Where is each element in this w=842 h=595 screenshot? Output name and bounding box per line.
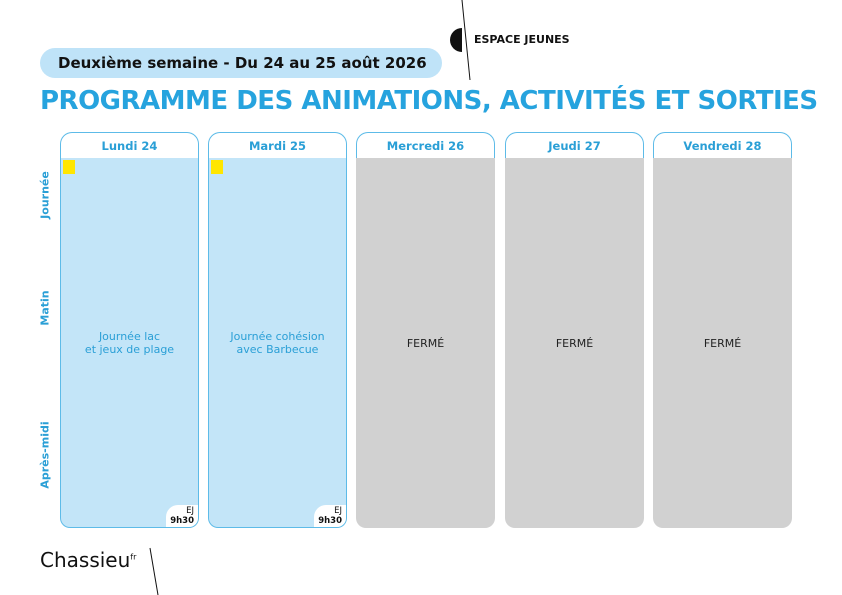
time: 9h30: [170, 516, 194, 526]
activity: Journée lac et jeux de plage: [85, 330, 174, 356]
row-label: Après-midi: [38, 421, 52, 489]
day-body: FERMÉ: [356, 158, 495, 528]
day-column: Lundi 24 Journée lac et jeux de plage EJ 9h3…: [60, 132, 199, 528]
brand: ESPACE JEUNES: [474, 33, 570, 46]
status: FERMÉ: [703, 336, 742, 350]
title: PROGRAMME DES ANIMATIONS, ACTIVITÉS ET S…: [40, 86, 818, 116]
day-header: Mardi 25: [208, 132, 347, 158]
decor-line: [461, 0, 471, 81]
day-body: Journée cohésion avec Barbecue EJ 9h30: [208, 158, 347, 528]
day-header: Mercredi 26: [356, 132, 495, 158]
row-label: Journée: [38, 171, 52, 219]
day-column: Vendredi 28 FERMÉ: [653, 132, 792, 528]
logo-text: Chassieu: [40, 548, 131, 572]
day-body: FERMÉ: [505, 158, 644, 528]
location: EJ: [186, 506, 194, 516]
row-label: Matin: [38, 290, 52, 326]
day-column: Mardi 25 Journée cohésion avec Barbecue EJ 9…: [208, 132, 347, 528]
day-body: FERMÉ: [653, 158, 792, 528]
week-label: Deuxième semaine - Du 24 au 25 août 2026: [40, 48, 442, 78]
decor-dot: [450, 28, 462, 52]
location: EJ: [334, 506, 342, 516]
day-header: Vendredi 28: [653, 132, 792, 158]
logo-suffix: fr: [130, 552, 137, 562]
day-column: Mercredi 26 FERMÉ: [356, 132, 495, 528]
time: 9h30: [318, 516, 342, 526]
day-header: Lundi 24: [60, 132, 199, 158]
activity-line: et jeux de plage: [84, 342, 175, 356]
activity-line: Journée cohésion: [230, 329, 325, 343]
status: FERMÉ: [555, 336, 594, 350]
day-header: Jeudi 27: [505, 132, 644, 158]
meeting-tab: EJ 9h30: [314, 505, 346, 527]
activity: Journée cohésion avec Barbecue: [230, 330, 324, 356]
decor-line: [149, 547, 159, 595]
day-column: Jeudi 27 FERMÉ: [505, 132, 644, 528]
day-body: Journée lac et jeux de plage EJ 9h30: [60, 158, 199, 528]
marker: [211, 160, 223, 174]
meeting-tab: EJ 9h30: [166, 505, 198, 527]
activity-line: Journée lac: [98, 329, 161, 343]
activity-line: avec Barbecue: [236, 342, 319, 356]
status: FERMÉ: [406, 336, 445, 350]
marker: [63, 160, 75, 174]
logo: Chassieufr: [40, 548, 136, 572]
